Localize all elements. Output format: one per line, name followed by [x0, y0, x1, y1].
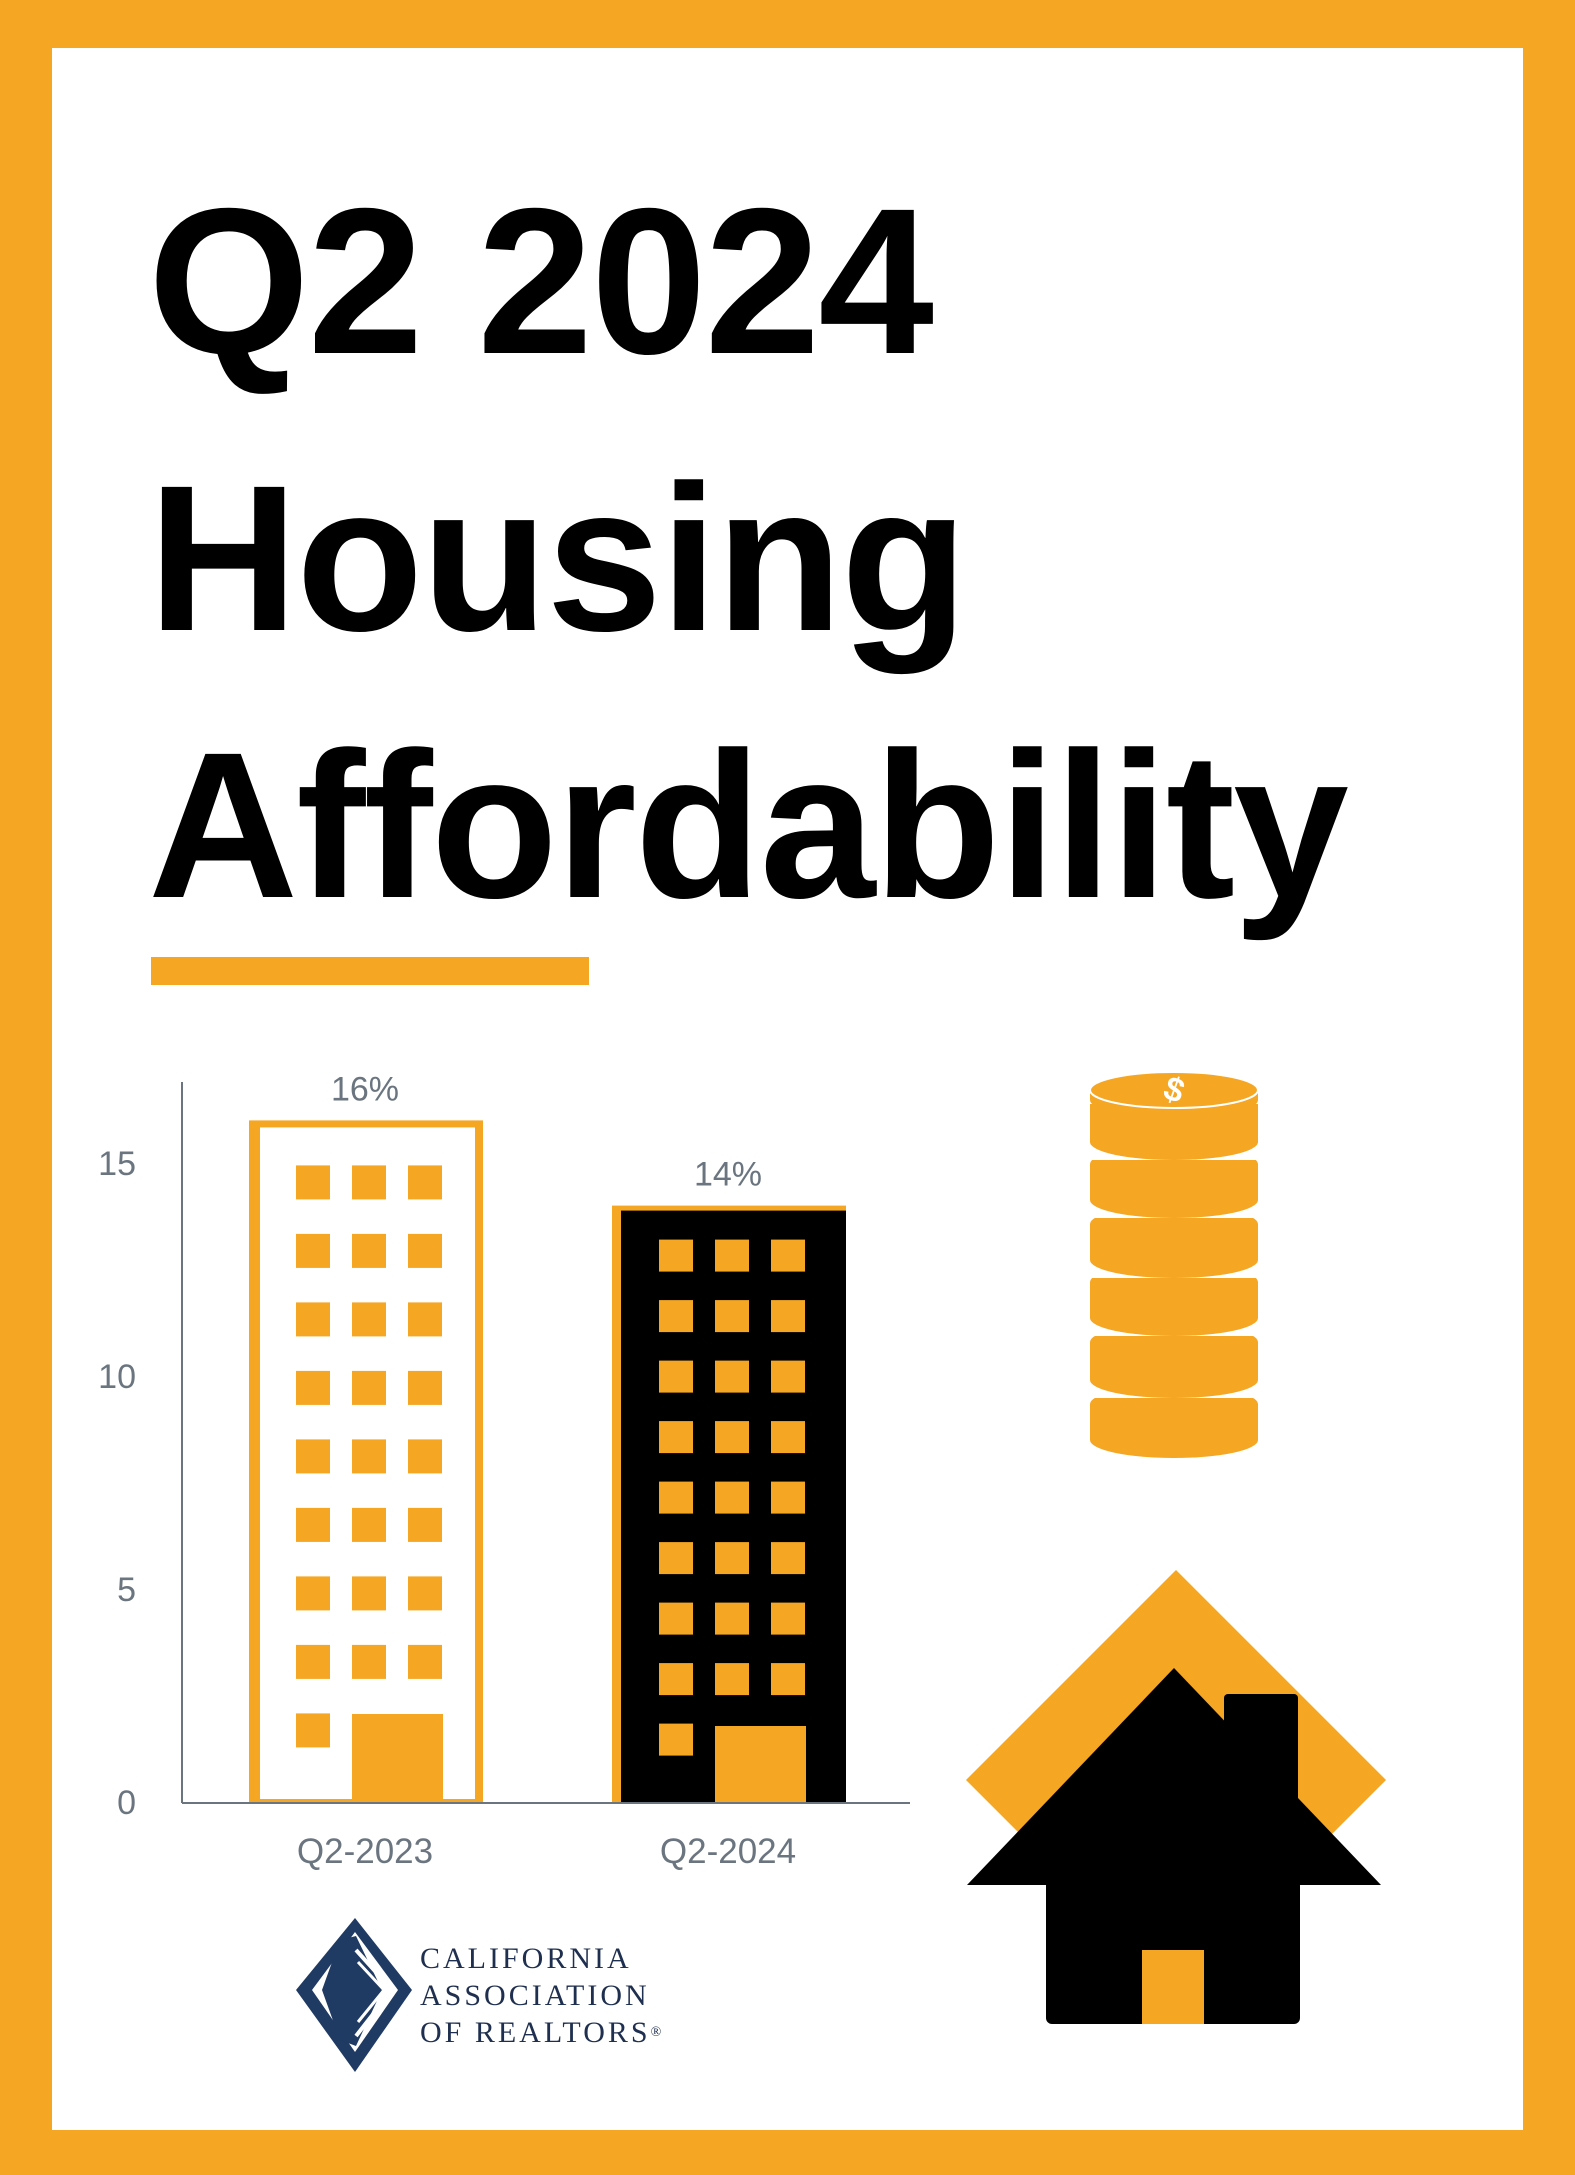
window [408, 1370, 442, 1405]
window [659, 1723, 693, 1756]
title-underline [151, 957, 589, 985]
window [715, 1300, 749, 1333]
window [659, 1300, 693, 1333]
window [296, 1439, 330, 1474]
chart-labels: 16% Q2-2023 14% Q2-2024 [297, 1070, 796, 1871]
window [771, 1239, 805, 1272]
window [408, 1507, 442, 1542]
window [296, 1302, 330, 1337]
window [715, 1421, 749, 1454]
bar-building-2 [612, 1205, 846, 1802]
y-tick-label: 15 [98, 1145, 136, 1183]
window [659, 1360, 693, 1393]
y-tick-label: 5 [117, 1571, 136, 1609]
window [408, 1302, 442, 1337]
window [352, 1302, 386, 1337]
window [296, 1644, 330, 1679]
window [659, 1421, 693, 1454]
window [296, 1713, 330, 1748]
title-line-1: Q2 2024 [148, 166, 934, 398]
window [715, 1239, 749, 1272]
title-line-2: Housing [148, 443, 968, 675]
window [352, 1644, 386, 1679]
window [352, 1233, 386, 1268]
window [715, 1481, 749, 1514]
window [771, 1663, 805, 1696]
window [352, 1439, 386, 1474]
window [296, 1576, 330, 1611]
door [715, 1726, 806, 1802]
window [408, 1644, 442, 1679]
window [659, 1663, 693, 1696]
window [408, 1439, 442, 1474]
coin-stack-icon: $ [1089, 1069, 1259, 1458]
chart-axes: 0 5 10 15 [98, 1082, 910, 1822]
window [296, 1165, 330, 1200]
window [715, 1602, 749, 1635]
x-tick-label: Q2-2024 [660, 1832, 796, 1871]
window [771, 1542, 805, 1575]
window [352, 1370, 386, 1405]
window [408, 1165, 442, 1200]
window [715, 1663, 749, 1696]
window [659, 1481, 693, 1514]
window [771, 1602, 805, 1635]
window [296, 1507, 330, 1542]
logo-line-1: CALIFORNIA [420, 1942, 632, 1975]
window [659, 1542, 693, 1575]
logo-line-2: ASSOCIATION [420, 1979, 650, 2012]
window [352, 1507, 386, 1542]
data-label: 14% [694, 1156, 762, 1194]
window [771, 1421, 805, 1454]
y-tick-label: 0 [117, 1784, 136, 1822]
window [771, 1300, 805, 1333]
window [659, 1602, 693, 1635]
door [352, 1714, 443, 1802]
window [715, 1360, 749, 1393]
x-tick-label: Q2-2023 [297, 1832, 433, 1871]
window [715, 1542, 749, 1575]
logo-wordmark: CALIFORNIA ASSOCIATION OF REALTORS® [420, 1940, 664, 2051]
logo-line-3: OF REALTORS [420, 2016, 651, 2049]
logo-registered-mark: ® [650, 2025, 665, 2040]
window [352, 1576, 386, 1611]
window [408, 1233, 442, 1268]
data-label: 16% [331, 1070, 399, 1108]
window [408, 1576, 442, 1611]
chart-bars [249, 1120, 846, 1802]
window [771, 1360, 805, 1393]
window [659, 1239, 693, 1272]
logo-emblem-icon [296, 1918, 412, 2072]
window [296, 1233, 330, 1268]
house-icon [966, 1570, 1386, 2024]
y-tick-label: 10 [98, 1358, 136, 1396]
bar-building-1 [249, 1120, 483, 1802]
window [352, 1165, 386, 1200]
title-line-3: Affordability [148, 710, 1349, 942]
window [771, 1481, 805, 1514]
window [296, 1370, 330, 1405]
